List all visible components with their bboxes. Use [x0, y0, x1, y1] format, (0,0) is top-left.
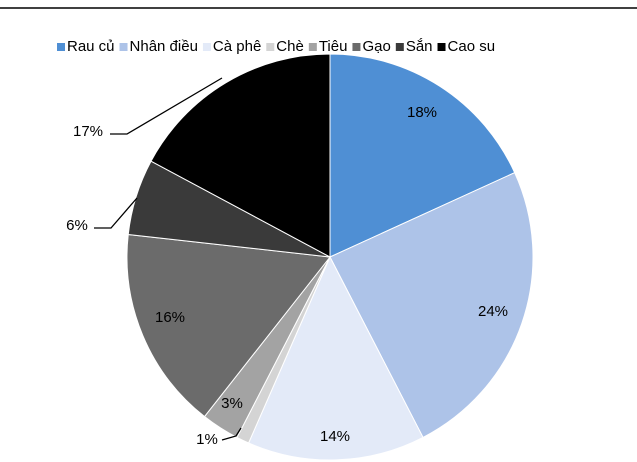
pie-slice [150, 53, 331, 258]
data-label: 1% [196, 431, 218, 448]
pie-slice [247, 255, 424, 461]
legend-swatch [202, 43, 211, 51]
data-label: 3% [221, 395, 243, 412]
legend-swatch [266, 43, 275, 51]
data-label: 6% [66, 217, 88, 234]
legend-swatch [57, 43, 65, 51]
data-label: 17% [73, 123, 103, 140]
legend-label: Nhân điều [130, 38, 198, 55]
legend-swatch [437, 43, 446, 51]
leader-line [94, 197, 138, 229]
legend-label: Gạo [362, 38, 390, 55]
legend-swatch [352, 43, 361, 51]
data-label: 18% [407, 104, 437, 121]
leader-line [221, 427, 242, 441]
legend-swatch [119, 43, 128, 51]
legend-swatch [395, 43, 404, 51]
data-label: 16% [155, 309, 185, 326]
data-label: 14% [320, 428, 350, 445]
legend-label: Chè [276, 38, 304, 55]
leader-line [110, 77, 223, 135]
legend-label: Tiêu [319, 38, 348, 55]
data-label: 24% [478, 303, 508, 320]
pie-slice [329, 172, 534, 439]
legend-label: Cao su [448, 38, 496, 55]
legend-label: Sắn [406, 38, 433, 55]
legend-label: Cà phê [213, 38, 261, 55]
pie-slice [329, 53, 516, 258]
legend-label: Rau củ [67, 38, 115, 55]
legend-swatch [308, 43, 317, 51]
pie-slice [126, 233, 331, 418]
